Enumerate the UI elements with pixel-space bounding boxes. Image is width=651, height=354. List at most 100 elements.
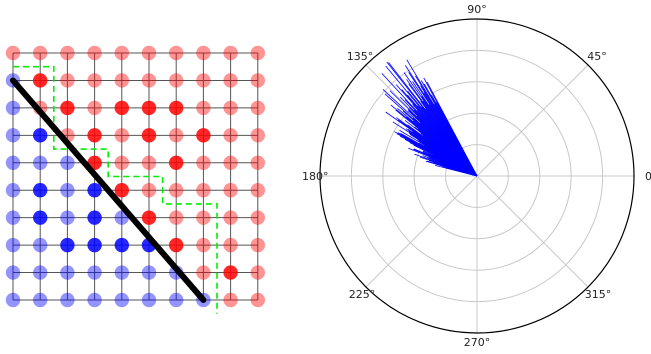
red-point [250,73,265,88]
blue-point [87,210,102,225]
blue-point [33,183,48,198]
angle-label-270: 270° [464,336,491,349]
red-point [223,128,238,143]
blue-point [5,292,21,308]
blue-point [87,183,102,198]
red-point [250,45,265,61]
red-point [141,183,157,198]
red-point [169,155,184,170]
green-decision-boundary [13,65,218,314]
red-point [196,45,211,61]
polar-series [381,59,478,177]
red-point [223,45,238,61]
red-point [196,210,211,225]
red-point [250,128,265,143]
red-point [87,128,102,143]
red-point [114,183,129,198]
red-point [114,155,129,170]
red-point [223,73,238,88]
angle-label-0: 0° [645,170,651,183]
blue-point [114,265,129,280]
red-point [196,155,211,170]
red-point [223,237,238,253]
red-point [223,155,238,170]
red-point [141,45,157,61]
red-point [60,73,75,88]
angle-label-180: 180° [302,170,329,183]
blue-point [33,292,48,308]
red-point [223,265,238,280]
red-point [87,73,102,88]
red-point [169,210,184,225]
red-point [196,128,211,143]
grid-lines [12,52,259,301]
red-point [223,292,238,308]
red-point [114,100,129,116]
red-point [141,210,157,225]
blue-point [5,155,21,170]
blue-point [5,183,21,198]
red-point [169,128,184,143]
red-point [169,237,184,253]
grid-chart [5,45,265,314]
red-point [223,210,238,225]
red-point [141,73,157,88]
blue-point [5,237,21,253]
blue-point [87,265,102,280]
angle-label-90: 90° [467,3,487,16]
blue-point [60,265,75,280]
red-point [169,45,184,61]
blue-point [141,265,157,280]
blue-point [60,237,75,253]
red-point [114,45,129,61]
red-point [223,100,238,116]
red-point [141,128,157,143]
polar-spoke [476,64,589,177]
red-point [250,292,265,308]
blue-point [141,292,157,308]
angle-label-135: 135° [347,50,374,63]
red-point [250,265,265,280]
blue-point [114,237,129,253]
blue-point [60,155,75,170]
red-point [250,155,265,170]
blue-point [33,155,48,170]
red-point [196,265,211,280]
blue-point [87,237,102,253]
red-point [87,45,102,61]
red-point [60,45,75,61]
blue-point [5,265,21,280]
blue-point [169,292,184,308]
red-point [196,183,211,198]
red-point [33,73,48,88]
red-point [196,100,211,116]
blue-point [33,265,48,280]
red-point [169,100,184,116]
blue-point [87,292,102,308]
blue-point [33,237,48,253]
red-point [250,183,265,198]
polar-chart: 0° 45° 90° 135° 180° 225° 270° 315° [302,3,651,349]
red-point [5,45,21,61]
polar-frame [319,18,635,334]
angle-label-225: 225° [349,288,376,301]
blue-point [60,183,75,198]
red-point [169,73,184,88]
polar-angle-labels: 0° 45° 90° 135° 180° 225° 270° 315° [302,3,651,349]
red-point [60,100,75,116]
red-point [114,128,129,143]
angle-label-315: 315° [585,288,612,301]
blue-point [60,292,75,308]
red-point [87,100,102,116]
red-point [141,100,157,116]
red-point [196,237,211,253]
black-separator-line [10,77,207,303]
angle-label-45: 45° [587,50,607,63]
blue-point [5,100,21,116]
blue-point [114,292,129,308]
polar-ray [435,165,478,177]
blue-point [5,210,21,225]
polar-spoke [476,175,589,288]
blue-point [33,128,48,143]
blue-point [60,210,75,225]
